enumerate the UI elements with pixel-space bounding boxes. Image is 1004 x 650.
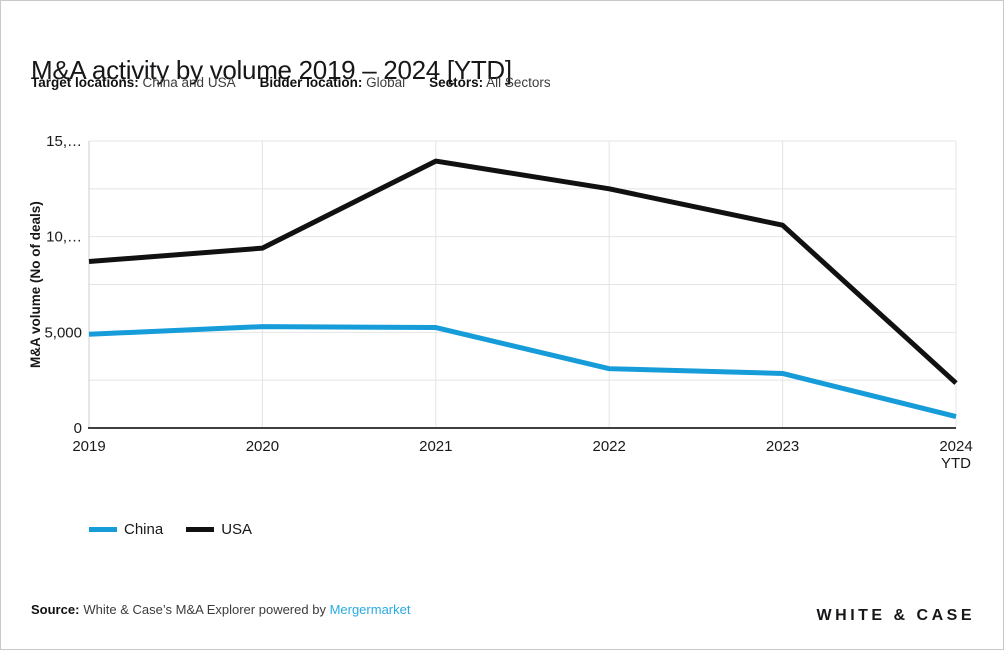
- filter-value: China and USA: [138, 75, 236, 90]
- filter-label: Bidder location:: [259, 75, 363, 90]
- filter: Bidder location: Global: [260, 75, 406, 90]
- legend-item-usa[interactable]: USA: [186, 521, 252, 538]
- x-tick-label: 2021: [419, 438, 452, 455]
- x-tick-label: 2024: [939, 438, 972, 455]
- filter-value: Global: [362, 75, 406, 90]
- y-axis-title: M&A volume (No of deals): [28, 201, 43, 368]
- x-tick-label: YTD: [941, 455, 971, 472]
- filter: Sectors: All Sectors: [429, 75, 551, 90]
- y-tick-label: 15,…: [46, 133, 82, 150]
- series-line-china: [88, 324, 957, 419]
- x-tick-label: 2020: [246, 438, 279, 455]
- legend-swatch: [186, 527, 215, 532]
- legend-label: China: [124, 521, 164, 538]
- filter-label: Sectors:: [429, 75, 484, 90]
- source-label: Source:: [31, 602, 80, 617]
- filter-label: Target locations:: [31, 75, 139, 90]
- filter-value: All Sectors: [483, 75, 551, 90]
- legend-swatch: [89, 527, 117, 532]
- source-text: White & Case’s M&A Explorer powered by: [83, 602, 326, 617]
- page-title: M&A activity by volume 2019 – 2024 [YTD]: [31, 55, 512, 86]
- series-line-usa: [88, 158, 958, 385]
- x-tick-label: 2019: [72, 438, 105, 455]
- white-and-case-logo: WHITE & CASE: [816, 607, 975, 624]
- chart-filters: Target locations: China and USA Bidder lo…: [31, 75, 575, 90]
- source-line: Source: White & Case’s M&A Explorer power…: [31, 602, 410, 617]
- x-tick-label: 2023: [766, 438, 799, 455]
- chart-legend: China USA: [89, 521, 252, 538]
- y-tick-label: 0: [74, 420, 82, 437]
- x-tick-label: 2022: [593, 438, 626, 455]
- legend-label: USA: [221, 521, 253, 538]
- source-link[interactable]: Mergermarket: [329, 602, 411, 617]
- y-tick-label: 10,…: [46, 229, 82, 246]
- y-tick-label: 5,000: [44, 324, 82, 341]
- filter: Target locations: China and USA: [31, 75, 236, 90]
- legend-item-china[interactable]: China: [89, 521, 163, 538]
